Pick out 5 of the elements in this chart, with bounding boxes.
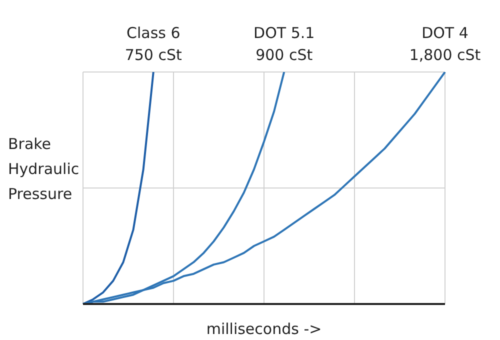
x-axis-title: milliseconds -> [206, 320, 322, 338]
series-label: DOT 4 1,800 cSt [409, 24, 481, 64]
series-label: DOT 5.1 900 cSt [254, 24, 315, 64]
series-label: Class 6 750 cSt [124, 24, 182, 64]
y-axis-title: Brake Hydraulic Pressure [8, 134, 80, 205]
